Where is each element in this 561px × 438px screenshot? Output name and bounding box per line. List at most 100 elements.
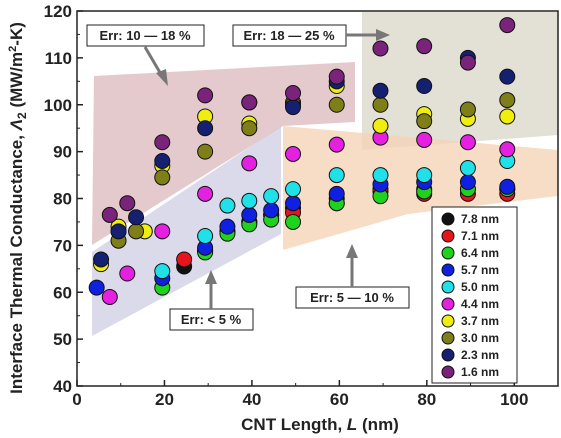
x-tick-label: 60 bbox=[330, 390, 349, 409]
data-point-3-7-nm bbox=[372, 117, 389, 134]
legend-marker bbox=[441, 297, 455, 311]
y-axis-title-unit: (MW/m bbox=[7, 52, 26, 112]
data-point-5-0-nm bbox=[197, 228, 214, 244]
data-point-4-4-nm bbox=[499, 141, 516, 158]
annotation-arrow-head bbox=[346, 244, 358, 258]
legend-marker bbox=[441, 212, 455, 226]
data-point-6-4-nm bbox=[285, 213, 302, 230]
legend-marker bbox=[441, 229, 455, 243]
data-point-2-3-nm bbox=[128, 209, 145, 226]
data-point-1-6-nm bbox=[241, 94, 258, 111]
y-axis-title-unit-end: -K) bbox=[7, 22, 26, 46]
legend-marker bbox=[441, 263, 455, 277]
data-point-2-3-nm bbox=[285, 99, 302, 116]
legend-marker bbox=[441, 280, 455, 294]
annotation-text: Err: 18 — 25 % bbox=[243, 28, 334, 43]
data-point-2-3-nm bbox=[154, 153, 171, 169]
annotation-err-5-10: Err: 5 — 10 % bbox=[295, 244, 410, 309]
data-point-5-0-nm bbox=[154, 263, 171, 280]
data-point-1-6-nm bbox=[328, 68, 345, 85]
data-point-5-7-nm bbox=[285, 195, 302, 212]
data-point-1-6-nm bbox=[197, 87, 214, 104]
data-point-5-0-nm bbox=[328, 167, 345, 184]
data-point-4-4-nm bbox=[101, 288, 118, 305]
annotation-text: Err: < 5 % bbox=[181, 312, 242, 327]
data-point-5-0-nm bbox=[241, 192, 258, 209]
data-point-5-0-nm bbox=[416, 167, 433, 184]
data-point-4-4-nm bbox=[285, 145, 302, 162]
x-tick-label: 100 bbox=[500, 390, 528, 409]
y-tick-label: 40 bbox=[53, 377, 72, 396]
data-points bbox=[88, 17, 516, 305]
annotation-err-18-25: Err: 18 — 25 % bbox=[232, 24, 390, 47]
data-point-4-4-nm bbox=[154, 223, 171, 240]
data-point-3-0-nm bbox=[416, 113, 433, 130]
x-axis-title-unit: (nm) bbox=[357, 415, 399, 434]
y-tick-label: 60 bbox=[53, 283, 72, 302]
data-point-5-7-nm bbox=[241, 206, 258, 223]
data-point-3-0-nm bbox=[328, 96, 345, 113]
y-axis-title-subscript: 2 bbox=[15, 112, 29, 119]
legend-marker bbox=[441, 331, 455, 345]
y-axis-title-text: Interface Thermal Conductance, bbox=[7, 130, 26, 394]
y-axis-ticks: 40 50 60 70 80 90 100 110 120 bbox=[44, 2, 83, 396]
data-point-1-6-nm bbox=[154, 134, 171, 151]
legend-label: 7.8 nm bbox=[461, 212, 499, 226]
legend-marker bbox=[441, 365, 455, 379]
data-point-3-0-nm bbox=[241, 120, 258, 137]
data-point-3-7-nm bbox=[499, 108, 516, 125]
legend-label: 5.7 nm bbox=[461, 263, 499, 277]
y-tick-label: 110 bbox=[45, 49, 72, 68]
y-tick-label: 90 bbox=[53, 143, 72, 162]
legend-label: 3.7 nm bbox=[461, 314, 499, 328]
annotation-arrow-head bbox=[376, 29, 390, 41]
data-point-3-0-nm bbox=[154, 169, 171, 186]
y-tick-label: 80 bbox=[53, 190, 72, 209]
x-tick-label: 80 bbox=[417, 390, 436, 409]
annotation-box bbox=[86, 24, 205, 47]
data-point-5-0-nm bbox=[285, 181, 302, 198]
data-point-1-6-nm bbox=[372, 40, 389, 57]
x-axis-title-symbol: L bbox=[347, 415, 357, 434]
x-axis-title-text: CNT Length, bbox=[241, 415, 347, 434]
data-point-3-0-nm bbox=[197, 143, 214, 160]
legend-marker bbox=[441, 348, 455, 362]
data-point-4-4-nm bbox=[328, 136, 345, 153]
data-point-5-7-nm bbox=[499, 178, 516, 195]
annotation-err-lt5: Err: < 5 % bbox=[169, 270, 254, 331]
data-point-2-3-nm bbox=[372, 82, 389, 99]
legend-marker bbox=[441, 246, 455, 260]
y-axis-title-unit-power: 2 bbox=[7, 46, 19, 52]
data-point-1-6-nm bbox=[499, 17, 516, 34]
data-point-1-6-nm bbox=[119, 195, 136, 212]
legend-label: 5.0 nm bbox=[461, 280, 499, 294]
data-point-3-0-nm bbox=[459, 101, 476, 118]
annotation-arrow-head bbox=[205, 270, 217, 284]
data-point-2-3-nm bbox=[499, 68, 516, 85]
x-axis-ticks: 0 20 40 60 80 100 bbox=[72, 380, 528, 409]
y-tick-label: 120 bbox=[44, 2, 72, 21]
legend-label: 4.4 nm bbox=[461, 297, 499, 311]
data-point-4-4-nm bbox=[197, 185, 214, 202]
y-tick-label: 70 bbox=[53, 236, 72, 255]
data-point-3-0-nm bbox=[372, 96, 389, 113]
x-axis-title: CNT Length, L (nm) bbox=[241, 415, 399, 434]
data-point-1-6-nm bbox=[416, 38, 433, 55]
annotation-text: Err: 10 — 18 % bbox=[99, 28, 190, 43]
data-point-4-4-nm bbox=[119, 265, 136, 282]
data-point-4-4-nm bbox=[416, 131, 433, 148]
data-point-5-7-nm bbox=[88, 279, 105, 296]
y-axis-title: Interface Thermal Conductance, Λ2 (MW/m2… bbox=[7, 22, 29, 394]
data-point-1-6-nm bbox=[459, 54, 476, 71]
legend-marker bbox=[441, 314, 455, 328]
annotation-arrow-head bbox=[156, 69, 168, 86]
legend-label: 6.4 nm bbox=[461, 246, 499, 260]
legend-label: 1.6 nm bbox=[461, 365, 499, 379]
err-region-lt5 bbox=[92, 126, 281, 336]
x-tick-label: 0 bbox=[72, 390, 81, 409]
y-axis-title-symbol: Λ bbox=[7, 119, 26, 131]
data-point-1-6-nm bbox=[285, 85, 302, 102]
data-point-5-0-nm bbox=[459, 160, 476, 177]
legend-label: 3.0 nm bbox=[461, 331, 499, 345]
